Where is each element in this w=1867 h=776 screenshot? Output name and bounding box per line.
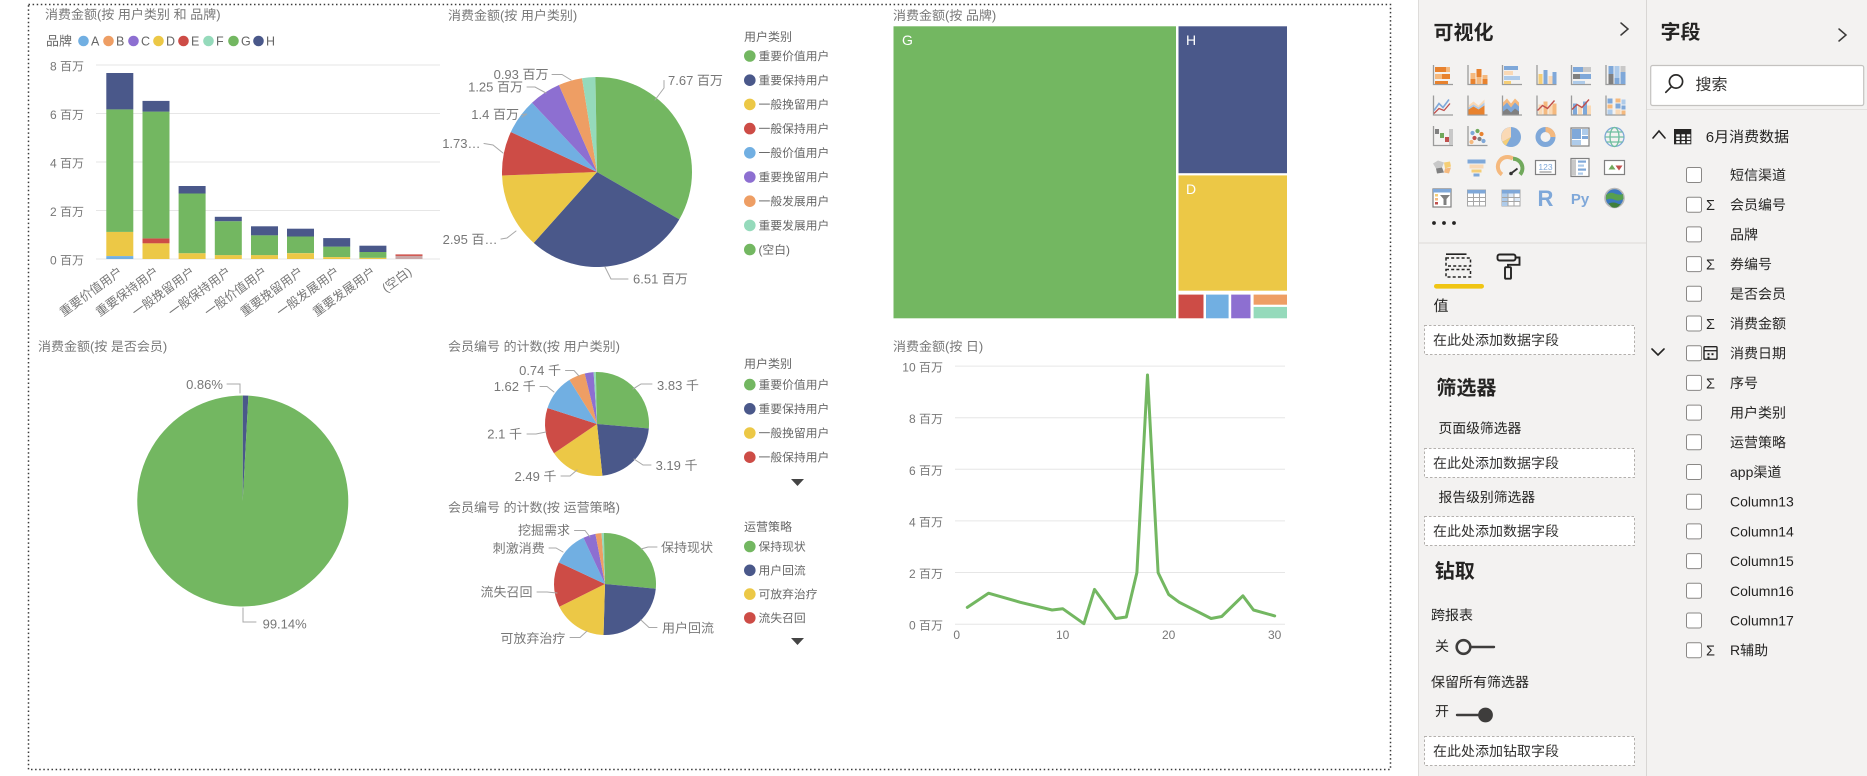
svg-text:(: (: [543, 500, 548, 515]
svg-text:): ): [403, 265, 415, 279]
svg-text:1.62: 1.62: [494, 379, 519, 394]
svg-text:R: R: [1538, 186, 1554, 211]
svg-text:1.25: 1.25: [468, 80, 493, 95]
svg-text:4: 4: [50, 157, 57, 171]
svg-text:Σ: Σ: [1706, 317, 1715, 333]
svg-text:10: 10: [1056, 628, 1070, 642]
svg-text:(: (: [945, 339, 950, 354]
svg-text:C: C: [141, 35, 150, 49]
svg-text:0: 0: [50, 254, 57, 268]
svg-text:99.14%: 99.14%: [263, 617, 308, 632]
svg-text:): ): [573, 8, 577, 23]
svg-text:B: B: [116, 35, 124, 49]
svg-text:Column17: Column17: [1730, 613, 1794, 629]
svg-text:G: G: [241, 35, 251, 49]
svg-text:Column16: Column16: [1730, 583, 1794, 599]
svg-text:): ): [616, 500, 620, 515]
svg-text:H: H: [1186, 32, 1196, 48]
svg-text:Σ: Σ: [1706, 376, 1715, 392]
svg-text:(: (: [90, 339, 95, 354]
svg-text:2.49: 2.49: [515, 469, 540, 484]
svg-text:8: 8: [50, 60, 57, 74]
svg-text:(: (: [97, 7, 102, 22]
svg-text:3.19: 3.19: [656, 458, 681, 473]
svg-text:Column14: Column14: [1730, 523, 1794, 539]
svg-text:6: 6: [909, 464, 916, 478]
svg-text:(: (: [500, 8, 505, 23]
svg-text:8: 8: [909, 412, 916, 426]
svg-text:(: (: [543, 339, 548, 354]
svg-text:0: 0: [909, 619, 916, 633]
svg-text:0.86%: 0.86%: [186, 377, 223, 392]
svg-text:): ): [786, 243, 790, 257]
svg-text:Σ: Σ: [1706, 198, 1715, 214]
svg-text:): ): [616, 339, 620, 354]
svg-text:0: 0: [953, 628, 960, 642]
svg-text:G: G: [902, 32, 913, 48]
svg-text:…: …: [485, 232, 498, 247]
svg-text:H: H: [266, 35, 275, 49]
svg-text:10: 10: [902, 361, 916, 375]
svg-text:F: F: [216, 35, 224, 49]
svg-text:): ): [992, 8, 996, 23]
svg-text:1.4: 1.4: [471, 107, 489, 122]
svg-text:app: app: [1730, 464, 1754, 480]
svg-text:2.95: 2.95: [443, 232, 468, 247]
svg-text:2.1: 2.1: [487, 427, 505, 442]
svg-text:D: D: [1186, 181, 1196, 197]
svg-text:(: (: [945, 8, 950, 23]
svg-text:20: 20: [1162, 628, 1176, 642]
svg-text:Py: Py: [1571, 191, 1590, 208]
svg-text:3.83: 3.83: [657, 378, 682, 393]
svg-text:7.67: 7.67: [668, 73, 693, 88]
svg-text:): ): [163, 339, 167, 354]
svg-text:4: 4: [909, 515, 916, 529]
svg-text:): ): [979, 339, 983, 354]
svg-text:E: E: [191, 35, 199, 49]
svg-text:A: A: [91, 35, 100, 49]
svg-text:0.93: 0.93: [494, 67, 519, 82]
svg-text:0.74: 0.74: [519, 363, 544, 378]
svg-text:Column13: Column13: [1730, 494, 1794, 510]
svg-text:): ): [216, 7, 220, 22]
svg-text:R: R: [1730, 642, 1740, 658]
svg-text:2: 2: [50, 205, 57, 219]
svg-text:6: 6: [50, 108, 57, 122]
svg-text:Column15: Column15: [1730, 553, 1794, 569]
svg-text:30: 30: [1268, 628, 1282, 642]
svg-text:123: 123: [1538, 162, 1552, 172]
svg-text:D: D: [166, 35, 175, 49]
svg-text:6.51: 6.51: [633, 272, 658, 287]
svg-text:1.73…: 1.73…: [442, 136, 480, 151]
svg-text:6: 6: [1706, 129, 1714, 146]
svg-text:2: 2: [909, 567, 916, 581]
svg-text:Σ: Σ: [1706, 258, 1715, 274]
svg-text:(: (: [759, 243, 763, 257]
svg-text:Σ: Σ: [1706, 644, 1715, 660]
